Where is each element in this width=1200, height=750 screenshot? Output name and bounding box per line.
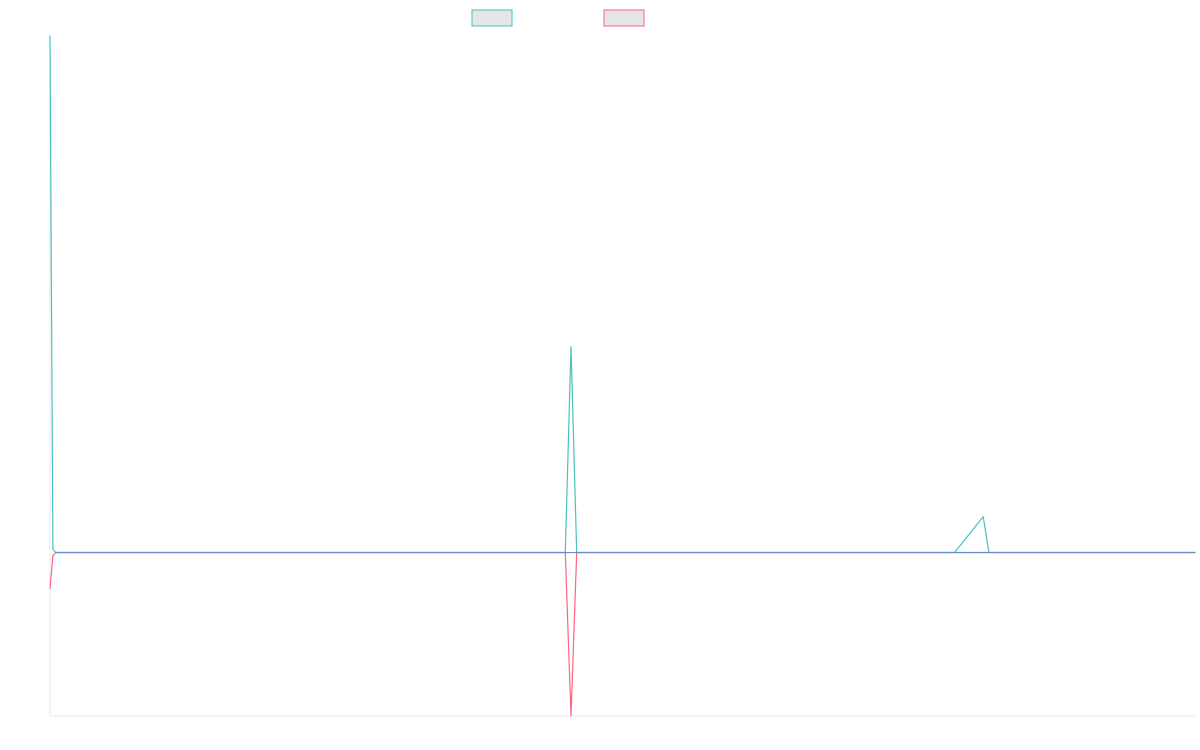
series-line-1 — [49, 35, 1196, 554]
series-layer — [49, 35, 1196, 717]
legend — [471, 9, 645, 27]
axes — [49, 36, 1195, 717]
legend-swatch-2 — [603, 9, 645, 27]
legend-swatch-1 — [471, 9, 513, 27]
series-line-2 — [49, 551, 1196, 717]
